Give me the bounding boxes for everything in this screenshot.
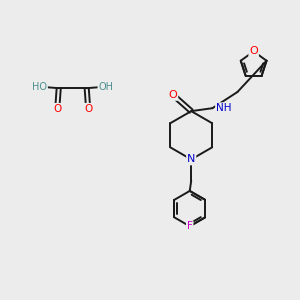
Text: O: O: [249, 46, 258, 56]
Text: OH: OH: [98, 82, 113, 92]
Text: NH: NH: [216, 103, 232, 113]
Text: N: N: [187, 154, 195, 164]
Text: F: F: [187, 221, 193, 231]
Text: HO: HO: [32, 82, 47, 92]
Text: O: O: [84, 104, 92, 114]
Text: O: O: [169, 90, 177, 100]
Text: O: O: [53, 104, 61, 114]
